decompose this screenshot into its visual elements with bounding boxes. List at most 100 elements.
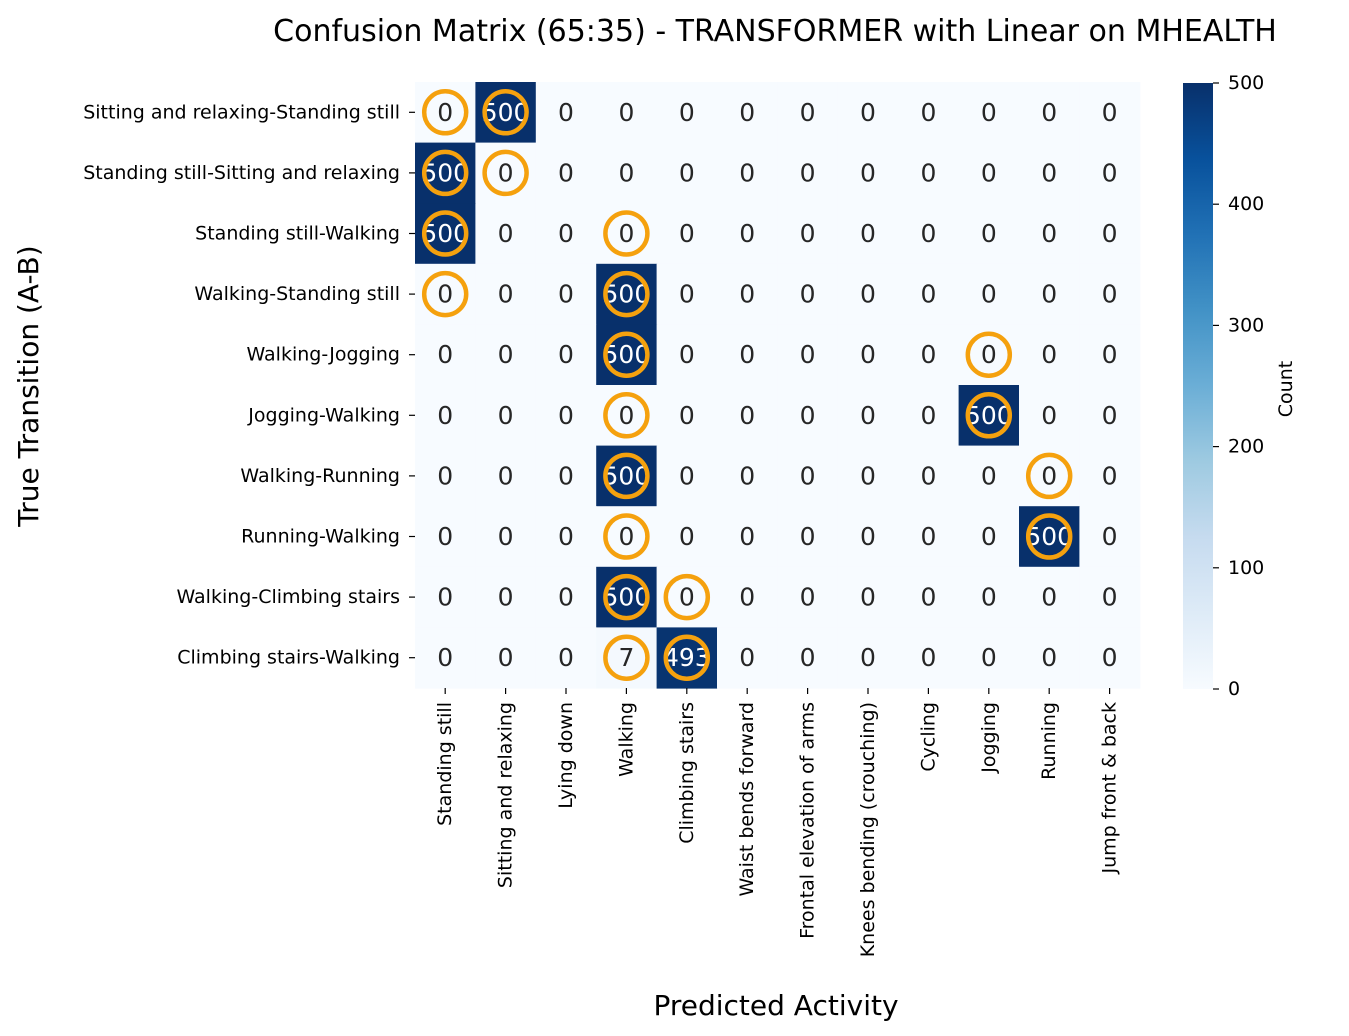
colorbar-tick-label-4: 400 xyxy=(1228,193,1264,215)
cell-r8-c6 xyxy=(777,566,839,628)
cell-value-r5-c9: 500 xyxy=(965,401,1013,430)
cell-r7-c9 xyxy=(958,506,1020,568)
cell-r8-c0 xyxy=(415,566,476,628)
highlight-circle-r8-c3 xyxy=(603,573,650,621)
x-tick-label-1: Sitting and relaxing xyxy=(495,702,517,888)
cell-value-r4-c10: 0 xyxy=(1041,340,1057,369)
cell-value-r2-c9: 0 xyxy=(981,219,997,248)
cell-value-r5-c1: 0 xyxy=(498,401,514,430)
cell-value-r4-c3: 500 xyxy=(603,340,651,369)
cell-r9-c11 xyxy=(1079,627,1141,689)
cell-r4-c4 xyxy=(656,324,718,386)
x-tick-label-0: Standing still xyxy=(434,702,456,826)
x-tick-label-2: Lying down xyxy=(555,702,577,809)
highlight-circle-r4-c9 xyxy=(965,331,1013,378)
cell-value-r8-c6: 0 xyxy=(800,583,816,612)
heatmap-cell-values: 0 500 0 0 0 0 0 0 0 0 0 0 500 0 0 0 0 0 0 0 0 0 0 0 500 0 0 0 0 0 0 0 0 0… xyxy=(421,98,1117,672)
cell-value-r0-c10: 0 xyxy=(1041,98,1057,127)
colorbar-ticks: 0 100 200 300 400 500 xyxy=(1213,72,1264,700)
cell-value-r6-c2: 0 xyxy=(558,461,574,490)
colorbar-tick-label-1: 100 xyxy=(1228,557,1264,579)
highlight-circle-r6-c10 xyxy=(1025,452,1073,500)
cell-value-r5-c5: 0 xyxy=(739,401,755,430)
cell-r1-c4 xyxy=(656,142,718,204)
cell-value-r3-c10: 0 xyxy=(1041,280,1057,309)
cell-r7-c4 xyxy=(656,506,718,568)
cell-r4-c10 xyxy=(1019,324,1080,386)
cell-value-r0-c2: 0 xyxy=(558,98,574,127)
cell-value-r6-c7: 0 xyxy=(860,461,876,490)
cell-value-r5-c8: 0 xyxy=(920,401,936,430)
cell-r8-c8 xyxy=(898,566,960,628)
cell-r8-c1 xyxy=(475,566,537,628)
cell-r8-c5 xyxy=(717,566,778,628)
cell-r3-c1 xyxy=(475,263,537,325)
cell-value-r1-c9: 0 xyxy=(981,158,997,187)
cell-r5-c0 xyxy=(415,385,476,447)
cell-r9-c2 xyxy=(535,627,597,689)
cell-value-r0-c4: 0 xyxy=(679,98,695,127)
x-tick-label-5: Waist bends forward xyxy=(736,702,758,897)
cell-r6-c4 xyxy=(656,445,718,507)
highlight-circle-r2-c3 xyxy=(603,210,650,257)
cell-value-r1-c7: 0 xyxy=(860,158,876,187)
colorbar-tick-label-5: 500 xyxy=(1228,72,1264,94)
cell-value-r0-c1: 500 xyxy=(482,98,530,127)
cell-value-r4-c6: 0 xyxy=(800,340,816,369)
cell-r6-c5 xyxy=(717,445,778,507)
cell-r1-c8 xyxy=(898,142,960,204)
cell-value-r3-c2: 0 xyxy=(558,280,574,309)
cell-r9-c9 xyxy=(958,627,1020,689)
colorbar-tick-label-0: 0 xyxy=(1228,678,1240,700)
cell-r8-c9 xyxy=(958,566,1020,628)
cell-value-r2-c4: 0 xyxy=(679,219,695,248)
x-tick-label-9: Jogging xyxy=(978,702,1000,774)
cell-value-r2-c8: 0 xyxy=(920,219,936,248)
cell-value-r8-c1: 0 xyxy=(498,583,514,612)
cell-r0-c5 xyxy=(717,82,778,144)
y-tick-label-0: Sitting and relaxing-Standing still xyxy=(83,101,400,123)
cell-value-r2-c0: 500 xyxy=(421,219,469,248)
cell-value-r1-c11: 0 xyxy=(1102,158,1118,187)
cell-value-r8-c8: 0 xyxy=(920,583,936,612)
cell-value-r8-c3: 500 xyxy=(603,583,651,612)
highlight-circle-r9-c3 xyxy=(603,634,650,681)
cell-r3-c7 xyxy=(837,263,899,325)
cell-value-r6-c4: 0 xyxy=(679,461,695,490)
x-tick-label-11: Jump front & back xyxy=(1099,702,1121,875)
chart-title: Confusion Matrix (65:35) - TRANSFORMER w… xyxy=(273,14,1277,49)
highlight-circle-r3-c0 xyxy=(421,270,469,318)
cell-value-r9-c3: 7 xyxy=(618,643,634,672)
cell-r0-c2 xyxy=(535,82,597,144)
cell-r1-c5 xyxy=(717,142,778,204)
highlight-circle-r1-c0 xyxy=(421,149,469,197)
cell-r9-c7 xyxy=(837,627,899,689)
cell-value-r5-c4: 0 xyxy=(679,401,695,430)
cell-r2-c8 xyxy=(898,203,960,265)
cell-r7-c6 xyxy=(777,506,839,568)
y-axis-title: True Transition (A-B) xyxy=(12,245,45,527)
cell-r0-c7 xyxy=(837,82,899,144)
cell-r4-c8 xyxy=(898,324,960,386)
cell-r3-c11 xyxy=(1079,263,1141,325)
cell-value-r4-c9: 0 xyxy=(981,340,997,369)
cell-r6-c7 xyxy=(837,445,899,507)
highlight-circle-r4-c3 xyxy=(603,331,650,378)
cell-r9-c10 xyxy=(1019,627,1080,689)
cell-r5-c6 xyxy=(777,385,839,447)
highlight-circle-r1-c1 xyxy=(482,149,529,197)
y-tick-label-7: Running-Walking xyxy=(241,526,400,548)
cell-r6-c2 xyxy=(535,445,597,507)
cell-value-r2-c1: 0 xyxy=(498,219,514,248)
cell-value-r6-c6: 0 xyxy=(800,461,816,490)
cell-value-r5-c0: 0 xyxy=(437,401,453,430)
highlight-circle-r0-c0 xyxy=(421,89,469,136)
cell-value-r2-c11: 0 xyxy=(1102,219,1118,248)
cell-r2-c7 xyxy=(837,203,899,265)
cell-r5-c2 xyxy=(535,385,597,447)
y-tick-label-9: Climbing stairs-Walking xyxy=(177,647,400,669)
highlight-circle-r5-c9 xyxy=(965,392,1013,439)
cell-value-r6-c3: 500 xyxy=(603,461,651,490)
cell-value-r5-c3: 0 xyxy=(618,401,634,430)
cell-value-r3-c3: 500 xyxy=(603,280,651,309)
